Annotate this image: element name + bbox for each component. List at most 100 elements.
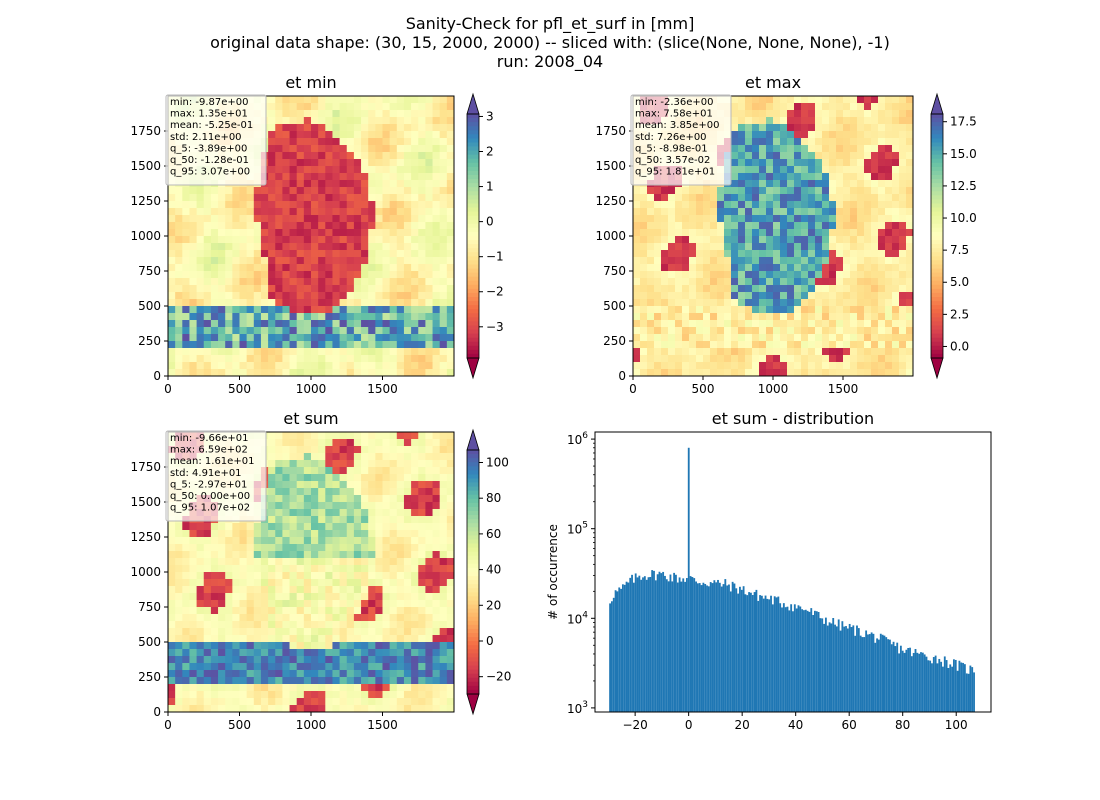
heatmap-cell xyxy=(752,320,760,328)
heatmap-cell xyxy=(239,229,248,237)
heatmap-cell xyxy=(425,600,433,608)
colorbar-segment xyxy=(467,175,479,180)
heatmap-cell xyxy=(418,432,426,440)
heatmap-cell xyxy=(268,516,276,524)
heatmap-cell xyxy=(773,173,781,181)
heatmap-cell xyxy=(361,285,369,293)
heatmap-cell xyxy=(332,635,340,643)
heatmap-cell xyxy=(368,614,376,622)
heatmap-cell xyxy=(175,621,183,629)
heatmap-cell xyxy=(766,152,774,160)
heatmap-cell xyxy=(196,635,205,643)
heatmap-cell xyxy=(196,628,205,636)
heatmap-cell xyxy=(253,621,262,629)
heatmap-cell xyxy=(382,313,391,321)
heatmap-cell xyxy=(787,96,795,104)
heatmap-cell xyxy=(432,341,441,349)
heatmap-cell xyxy=(311,110,319,118)
heatmap-cell xyxy=(425,222,433,230)
heatmap-cell xyxy=(225,194,233,202)
heatmap-cell xyxy=(318,355,326,363)
heatmap-cell xyxy=(311,306,319,314)
heatmap-cell xyxy=(353,250,362,258)
heatmap-cell xyxy=(801,313,809,321)
heatmap-cell xyxy=(382,152,391,160)
heatmap-cell xyxy=(446,187,455,195)
heatmap-cell xyxy=(253,229,262,237)
heatmap-cell xyxy=(203,656,212,664)
heatmap-cell xyxy=(864,355,872,363)
heatmap-cell xyxy=(787,299,795,307)
heatmap-cell xyxy=(668,334,676,342)
heatmap-cell xyxy=(168,621,176,629)
heatmap-cell xyxy=(296,103,305,111)
heatmap-cell xyxy=(389,159,398,167)
heatmap-cell xyxy=(203,649,212,657)
heatmap-cell xyxy=(346,439,355,447)
colorbar-tick-label: 0 xyxy=(486,215,494,229)
heatmap-cell xyxy=(303,607,312,615)
heatmap-cell xyxy=(389,208,398,216)
heatmap-cell xyxy=(196,551,205,559)
heatmap-cell xyxy=(885,124,893,132)
colorbar: 17.515.012.510.07.55.02.50.0 xyxy=(930,92,977,380)
heatmap-cell xyxy=(425,586,433,594)
heatmap-cell xyxy=(689,222,697,230)
heatmap-cell xyxy=(389,173,398,181)
heatmap-cell xyxy=(346,187,355,195)
heatmap-cell xyxy=(203,201,212,209)
heatmap-cell xyxy=(189,698,197,706)
heatmap-cell xyxy=(682,362,690,370)
y-tick-label: 1000 xyxy=(130,229,161,243)
heatmap-cell xyxy=(668,292,676,300)
heatmap-cell xyxy=(773,159,781,167)
heatmap-cell xyxy=(175,222,183,230)
heatmap-cell xyxy=(752,124,760,132)
heatmap-cell xyxy=(282,698,290,706)
heatmap-cell xyxy=(303,537,312,545)
heatmap-cell xyxy=(906,215,914,223)
heatmap-cell xyxy=(246,593,255,601)
heatmap-cell xyxy=(710,187,718,195)
heatmap-cell xyxy=(668,285,676,293)
heatmap-cell xyxy=(403,698,412,706)
heatmap-cell xyxy=(836,208,844,216)
heatmap-cell xyxy=(403,124,412,132)
heatmap-cell xyxy=(752,313,760,321)
heatmap-cell xyxy=(906,292,914,300)
heatmap-cell xyxy=(787,110,795,118)
heatmap-cell xyxy=(787,271,795,279)
heatmap-cell xyxy=(418,201,426,209)
heatmap-cell xyxy=(325,96,333,104)
heatmap-cell xyxy=(738,299,746,307)
heatmap-cell xyxy=(864,194,872,202)
heatmap-cell xyxy=(675,320,683,328)
heatmap-cell xyxy=(850,327,858,335)
heatmap-cell xyxy=(878,194,886,202)
heatmap-cell xyxy=(822,236,830,244)
heatmap-cell xyxy=(225,579,233,587)
heatmap-cell xyxy=(339,341,348,349)
heatmap-cell xyxy=(654,292,662,300)
heatmap-cell xyxy=(411,663,419,671)
heatmap-cell xyxy=(296,362,305,370)
heatmap-cell xyxy=(724,355,732,363)
heatmap-cell xyxy=(318,530,326,538)
colorbar-segment xyxy=(467,166,479,172)
heatmap-cell xyxy=(296,320,305,328)
heatmap-cell xyxy=(773,103,781,111)
heatmap-cell xyxy=(892,278,900,286)
heatmap-cell xyxy=(389,607,398,615)
heatmap-cell xyxy=(353,152,362,160)
heatmap-cell xyxy=(822,145,830,153)
colorbar-segment xyxy=(931,142,943,147)
heatmap-cell xyxy=(446,250,455,258)
heatmap-cell xyxy=(289,565,298,573)
heatmap-cell xyxy=(282,502,290,510)
heatmap-cell xyxy=(446,642,455,650)
heatmap-cell xyxy=(175,670,183,678)
colorbar-segment xyxy=(467,158,479,164)
heatmap-cell xyxy=(318,593,326,601)
heatmap-cell xyxy=(396,117,405,125)
heatmap-cell xyxy=(232,271,240,279)
